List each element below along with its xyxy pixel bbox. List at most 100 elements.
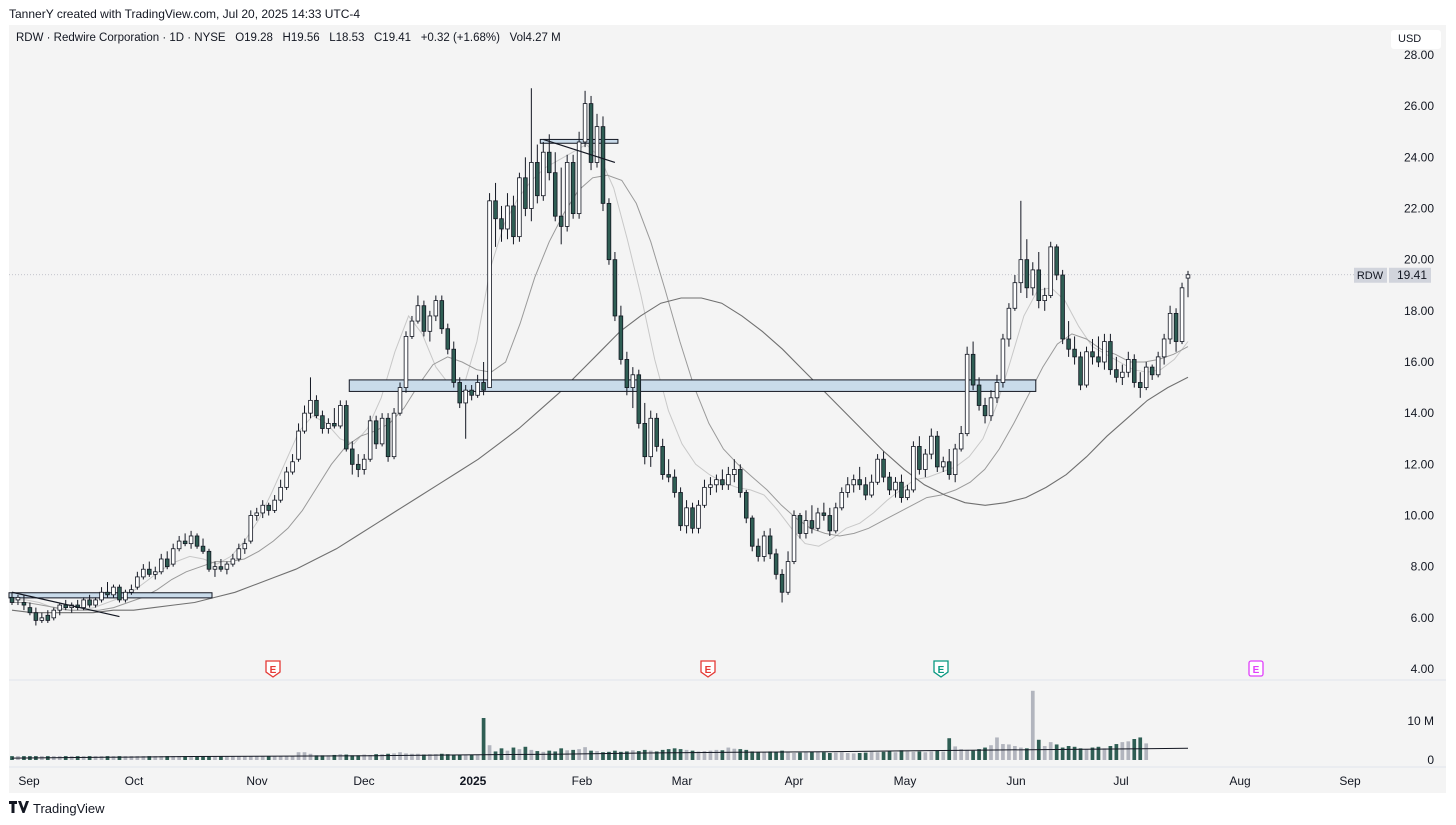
candle-body [964, 353, 970, 435]
x-tick-label: Sep [18, 774, 40, 788]
volume-bar [398, 752, 402, 760]
candle [230, 553, 236, 567]
earnings-marker-icon[interactable]: E [265, 660, 281, 678]
candle-body [552, 172, 558, 217]
candle [439, 295, 445, 334]
earnings-marker-shape [700, 660, 716, 678]
trendline-layer [11, 138, 616, 618]
candle-body [117, 586, 122, 601]
volume-bar [105, 756, 110, 760]
candle-body [517, 177, 522, 238]
volume-bar [171, 756, 176, 760]
candle-body [81, 599, 86, 608]
candle-body [63, 604, 68, 609]
volume-bar [714, 749, 719, 760]
x-tick-label: Aug [1229, 774, 1250, 788]
candle [1096, 336, 1101, 368]
volume-bar [1054, 744, 1059, 760]
candle-body [153, 571, 158, 575]
volume-bar [953, 746, 958, 760]
candle [529, 88, 534, 222]
candle [475, 374, 480, 398]
y-tick-label: 18.00 [1404, 304, 1434, 318]
volume-bar [959, 749, 964, 760]
footer-brand[interactable]: TradingView [9, 801, 105, 816]
candle-body [1024, 259, 1030, 289]
candle [1042, 287, 1047, 311]
candle [636, 369, 642, 429]
candle-body [1126, 359, 1131, 373]
candle-body [1006, 307, 1012, 340]
candle [385, 413, 391, 462]
candle-body [493, 200, 498, 220]
candle [158, 553, 164, 575]
candle [785, 551, 791, 595]
candle-body [445, 328, 451, 350]
volume-bar [863, 752, 868, 760]
volume-bar [762, 752, 767, 760]
candle-body [523, 177, 528, 209]
volume-bar [684, 749, 689, 760]
candle [505, 193, 510, 240]
candle [570, 154, 576, 219]
y-tick-label: 10.00 [1404, 509, 1434, 523]
volume-bar [875, 752, 880, 760]
volume-bar [565, 750, 570, 760]
candle [1066, 321, 1071, 357]
candle-body [935, 435, 940, 468]
y-tick-label: 22.00 [1404, 202, 1434, 216]
volume-bar [822, 752, 826, 760]
volume-bar [416, 753, 420, 760]
candle [630, 367, 636, 409]
candle-body [230, 558, 236, 565]
volume-bar [810, 751, 814, 760]
candle-body [917, 446, 922, 470]
candle-body [248, 515, 254, 542]
volume-bar [487, 745, 492, 760]
candle [917, 436, 922, 475]
chart-panel[interactable] [9, 25, 1446, 793]
candle [714, 474, 719, 493]
candle-body [911, 446, 916, 491]
volume-bar [380, 754, 384, 760]
earnings-marker-icon[interactable]: E [700, 660, 716, 678]
candle-body [272, 499, 277, 511]
candle [93, 597, 98, 608]
candle-body [893, 481, 898, 491]
earnings-marker-icon[interactable]: E [933, 660, 949, 678]
candle-body [1137, 382, 1143, 388]
earnings-marker-shape [265, 660, 281, 678]
moving-average-mid [12, 174, 1189, 611]
candle [511, 195, 516, 245]
candle [952, 443, 958, 483]
volume-bar [1090, 747, 1095, 760]
candle-body [326, 422, 331, 429]
candle [1155, 351, 1161, 378]
candle-body [660, 446, 665, 475]
candle [350, 441, 355, 475]
candle [111, 584, 116, 598]
volume-bar [732, 748, 737, 760]
candle [170, 543, 176, 567]
earnings-marker-icon[interactable]: E [1248, 660, 1264, 677]
candle-body [1167, 312, 1173, 340]
volume-bar [1102, 748, 1107, 760]
candle-body [803, 520, 809, 534]
candle-body [457, 382, 462, 404]
x-tick-label: May [894, 774, 917, 788]
symbol-title[interactable]: RDW · Redwire Corporation · 1D · NYSE [16, 32, 226, 44]
currency-button[interactable]: USD [1391, 30, 1441, 49]
volume-bar [666, 749, 671, 760]
candle [588, 95, 594, 171]
candle-body [576, 141, 582, 215]
candle [463, 385, 468, 439]
candle [821, 502, 827, 521]
candle [660, 438, 665, 480]
candle-body [308, 399, 313, 414]
volume-bar [356, 755, 361, 760]
candle [75, 599, 80, 611]
volume-bar [541, 751, 546, 760]
candle-body [940, 461, 946, 468]
candle [9, 592, 15, 606]
